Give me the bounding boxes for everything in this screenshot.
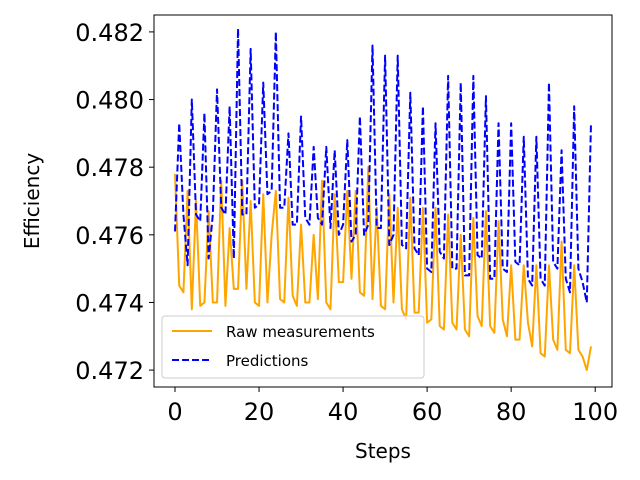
legend-box [161, 315, 425, 379]
legend-label-raw-measurements: Raw measurements [226, 323, 375, 341]
x-tick-label: 40 [328, 398, 359, 426]
y-tick-label: 0.478 [75, 154, 144, 182]
x-tick-label: 100 [572, 398, 618, 426]
y-axis-ticks: 0.472 0.474 0.476 0.478 0.480 0.482 [75, 19, 154, 385]
y-axis-label: Efficiency [20, 153, 44, 250]
x-tick-label: 60 [412, 398, 443, 426]
series-line-raw-measurements [174, 166, 592, 372]
x-axis-label: Steps [355, 439, 411, 463]
x-tick-label: 0 [167, 398, 182, 426]
x-tick-label: 20 [244, 398, 275, 426]
legend-label-predictions: Predictions [226, 352, 309, 370]
plot-frame [153, 14, 613, 388]
legend: Raw measurements Predictions [161, 315, 425, 379]
series-line-predictions [174, 27, 592, 304]
x-axis-ticks: 0 20 40 60 80 100 [167, 387, 618, 426]
x-tick-label: 80 [496, 398, 527, 426]
y-tick-label: 0.474 [75, 289, 144, 317]
y-tick-label: 0.480 [75, 87, 144, 115]
y-tick-label: 0.472 [75, 357, 144, 385]
series-layer [174, 27, 592, 372]
y-tick-label: 0.476 [75, 222, 144, 250]
y-tick-label: 0.482 [75, 19, 144, 47]
